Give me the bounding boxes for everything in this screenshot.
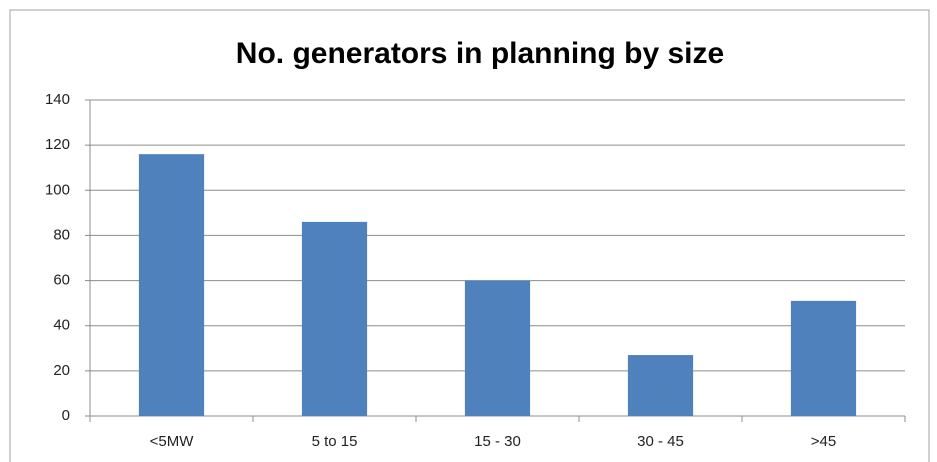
- y-tick-label: 140: [45, 91, 70, 108]
- y-tick-label: 120: [45, 136, 70, 153]
- x-tick-label: 30 - 45: [637, 433, 684, 450]
- x-tick-label: 15 - 30: [474, 433, 521, 450]
- bar: [790, 300, 857, 416]
- y-tick-label: 40: [53, 317, 70, 334]
- bar: [627, 355, 694, 416]
- y-tick-label: 60: [53, 272, 70, 289]
- y-tick-label: 0: [62, 407, 70, 424]
- bar: [464, 280, 531, 416]
- x-tick-label: <5MW: [150, 433, 195, 450]
- bar: [301, 221, 368, 416]
- y-tick-label: 100: [45, 181, 70, 198]
- y-tick-label: 80: [53, 226, 70, 243]
- bar: [138, 154, 205, 416]
- chart-title: No. generators in planning by size: [236, 37, 724, 70]
- y-tick-label: 20: [53, 362, 70, 379]
- x-tick-label: >45: [811, 433, 836, 450]
- x-tick-label: 5 to 15: [312, 433, 358, 450]
